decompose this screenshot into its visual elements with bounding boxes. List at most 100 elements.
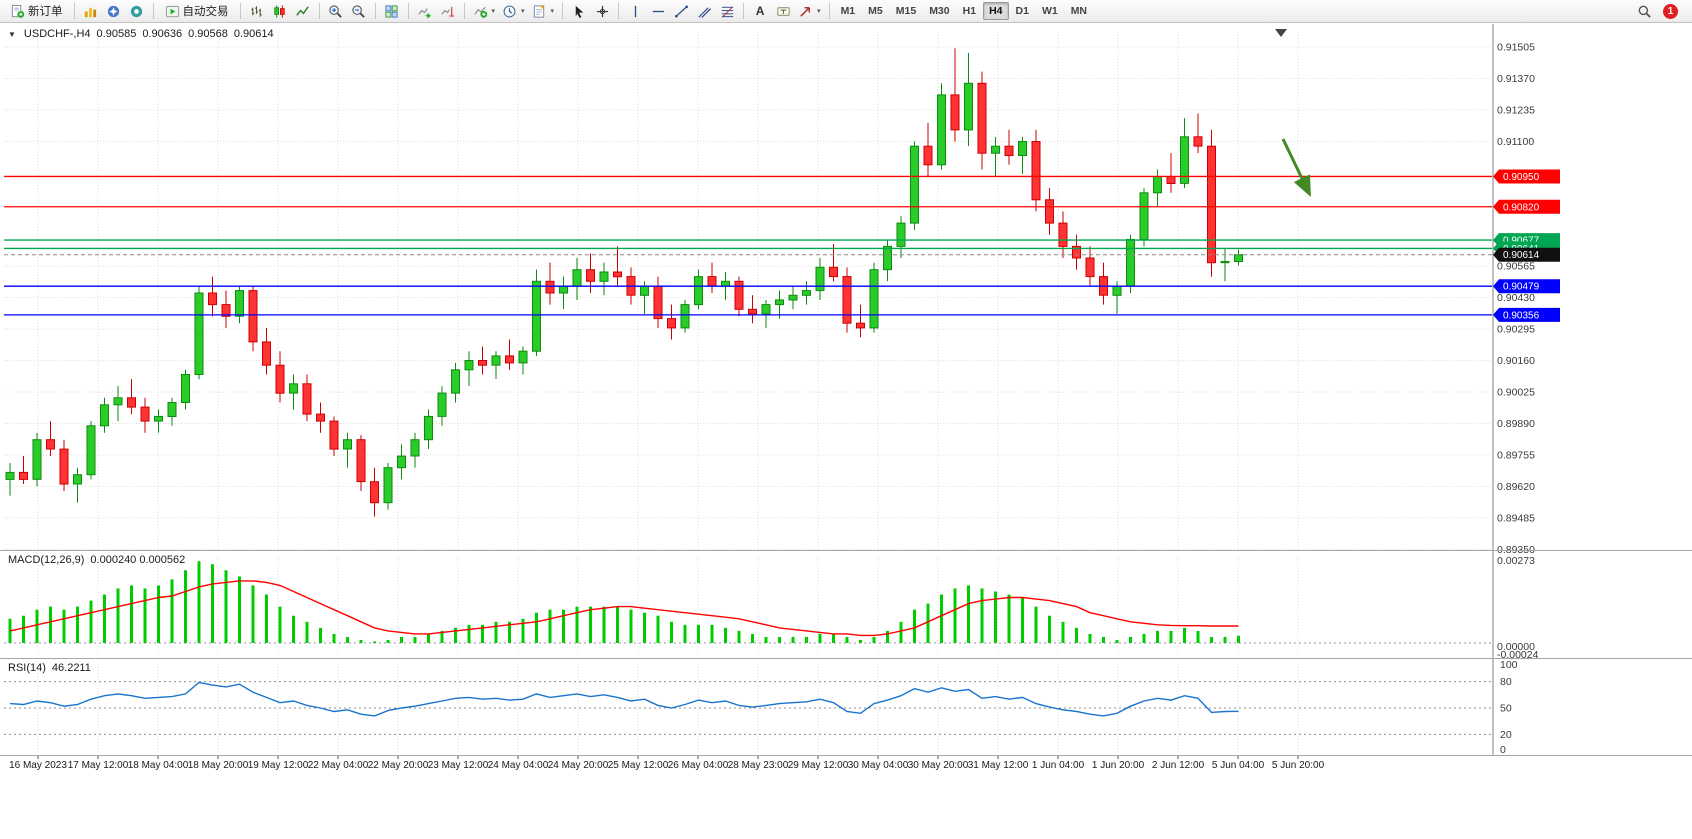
svg-text:0.00000: 0.00000 xyxy=(1497,641,1535,653)
cursor-icon xyxy=(575,5,583,18)
price-chart[interactable]: 0.002730.00000-0.0002410080502000.915050… xyxy=(0,24,1692,839)
svg-text:17 May 12:00: 17 May 12:00 xyxy=(68,760,129,771)
new-order-button[interactable]: 新订单 xyxy=(4,2,69,21)
indicators-button[interactable]: ▾ xyxy=(470,2,499,21)
timeframe-button-m1[interactable]: M1 xyxy=(835,2,862,20)
chart-shift-button[interactable] xyxy=(437,2,459,21)
timeframe-group: M1 M5 M15 M30 H1 H4 D1 W1 MN xyxy=(835,2,1093,20)
rsi-panel: 100 80 50 20 0 xyxy=(4,659,1518,756)
text-label-icon xyxy=(776,6,790,16)
template-icon xyxy=(533,4,544,18)
terminal-icon xyxy=(130,5,143,17)
timeframe-button-m5[interactable]: M5 xyxy=(862,2,889,20)
channel-button[interactable] xyxy=(693,2,715,21)
macd-header: MACD(12,26,9) 0.000240 0.000562 xyxy=(8,554,185,566)
trendline-button[interactable] xyxy=(670,2,692,21)
auto-scroll-button[interactable] xyxy=(414,2,436,21)
toolbar-separator xyxy=(73,3,75,19)
timeframe-button-m15[interactable]: M15 xyxy=(890,2,922,20)
svg-text:31 May 12:00: 31 May 12:00 xyxy=(968,760,1029,771)
svg-text:0: 0 xyxy=(1500,744,1506,756)
close-value: 0.90614 xyxy=(233,28,274,40)
svg-text:18 May 04:00: 18 May 04:00 xyxy=(128,760,189,771)
svg-text:100: 100 xyxy=(1500,659,1518,671)
new-order-label: 新订单 xyxy=(28,6,63,18)
fibonacci-button[interactable] xyxy=(716,2,738,21)
trend-arrow-annotation[interactable] xyxy=(1281,138,1311,198)
vertical-line-button[interactable] xyxy=(624,2,646,21)
text-button[interactable]: A xyxy=(749,2,771,21)
timeframe-button-w1[interactable]: W1 xyxy=(1036,2,1064,20)
bar-chart-button[interactable] xyxy=(246,2,268,21)
notification-badge[interactable]: 1 xyxy=(1663,3,1678,19)
panel-separators[interactable] xyxy=(0,550,1692,756)
svg-text:-0.00024: -0.00024 xyxy=(1497,649,1539,661)
templates-button[interactable]: ▾ xyxy=(529,2,558,21)
svg-text:0.90479: 0.90479 xyxy=(1503,282,1540,293)
new-order-icon xyxy=(11,4,25,18)
svg-text:0.91370: 0.91370 xyxy=(1497,73,1535,85)
cursor-button[interactable] xyxy=(568,2,590,21)
zoom-in-button[interactable] xyxy=(325,2,347,21)
svg-text:0.89890: 0.89890 xyxy=(1497,418,1535,430)
horizontal-line-button[interactable] xyxy=(647,2,669,21)
zoom-in-icon xyxy=(329,4,342,18)
svg-text:50: 50 xyxy=(1500,703,1512,715)
timeframe-button-m30[interactable]: M30 xyxy=(923,2,955,20)
navigator-button[interactable] xyxy=(103,2,125,21)
arrow-tool-icon xyxy=(800,6,811,17)
crosshair-button[interactable] xyxy=(591,2,613,21)
dropdown-caret[interactable]: ▾ xyxy=(817,8,821,15)
svg-text:22 May 20:00: 22 May 20:00 xyxy=(368,760,429,771)
chart-shift-marker[interactable] xyxy=(1275,29,1287,37)
autotrading-button[interactable]: 自动交易 xyxy=(159,2,235,21)
timeframe-button-mn[interactable]: MN xyxy=(1065,2,1093,20)
svg-text:0.90565: 0.90565 xyxy=(1497,261,1535,273)
svg-text:0.90950: 0.90950 xyxy=(1503,172,1540,183)
svg-text:0.91100: 0.91100 xyxy=(1497,136,1534,148)
svg-text:0.90677: 0.90677 xyxy=(1503,236,1540,247)
svg-text:0.90025: 0.90025 xyxy=(1497,386,1535,398)
svg-text:5 Jun 20:00: 5 Jun 20:00 xyxy=(1272,760,1325,771)
svg-text:20: 20 xyxy=(1500,729,1512,741)
time-axis[interactable]: 16 May 2023 17 May 12:00 18 May 04:00 18 Ma… xyxy=(9,756,1325,771)
one-click-trading-expander[interactable]: ▼ xyxy=(8,29,16,39)
market-watch-icon xyxy=(84,7,97,17)
toolbar-separator xyxy=(828,3,830,19)
toolbar-right-group: 1 xyxy=(1633,2,1688,21)
dropdown-caret[interactable]: ▾ xyxy=(491,8,496,15)
autotrading-label: 自动交易 xyxy=(182,6,229,18)
periods-button[interactable]: ▾ xyxy=(499,2,528,21)
indicators-icon xyxy=(473,6,487,18)
line-chart-button[interactable] xyxy=(292,2,314,21)
tile-windows-icon xyxy=(385,4,398,18)
svg-text:28 May 23:00: 28 May 23:00 xyxy=(728,760,789,771)
bar-chart-icon xyxy=(251,5,262,17)
tile-windows-button[interactable] xyxy=(381,2,403,21)
zoom-out-button[interactable] xyxy=(348,2,370,21)
rsi-title-label: RSI(14) xyxy=(8,662,46,674)
candlestick-chart-button[interactable] xyxy=(269,2,291,21)
toolbar-separator xyxy=(562,3,564,19)
svg-text:0.00273: 0.00273 xyxy=(1497,555,1535,567)
terminal-button[interactable] xyxy=(126,2,148,21)
timeframe-button-h1[interactable]: H1 xyxy=(957,2,982,20)
dropdown-caret[interactable]: ▾ xyxy=(521,8,525,15)
arrows-button[interactable]: ▾ xyxy=(795,2,824,21)
toolbar-separator xyxy=(463,3,465,19)
equidistant-channel-icon xyxy=(697,6,711,18)
timeframe-button-d1[interactable]: D1 xyxy=(1010,2,1035,20)
search-button[interactable] xyxy=(1633,2,1655,21)
svg-text:5 Jun 04:00: 5 Jun 04:00 xyxy=(1212,760,1265,771)
clock-icon xyxy=(503,5,516,17)
timeframe-button-h4[interactable]: H4 xyxy=(983,2,1009,20)
fibonacci-icon xyxy=(721,5,733,17)
dropdown-caret[interactable]: ▾ xyxy=(550,8,555,15)
price-axis[interactable]: 0.91505 0.91370 0.91235 0.91100 0.90565 0.904… xyxy=(1492,24,1535,756)
toolbar-separator xyxy=(407,3,409,19)
market-watch-button[interactable] xyxy=(80,2,102,21)
low-value: 0.90568 xyxy=(188,28,228,40)
horizontal-line-icon xyxy=(652,10,664,12)
text-label-button[interactable] xyxy=(772,2,794,21)
